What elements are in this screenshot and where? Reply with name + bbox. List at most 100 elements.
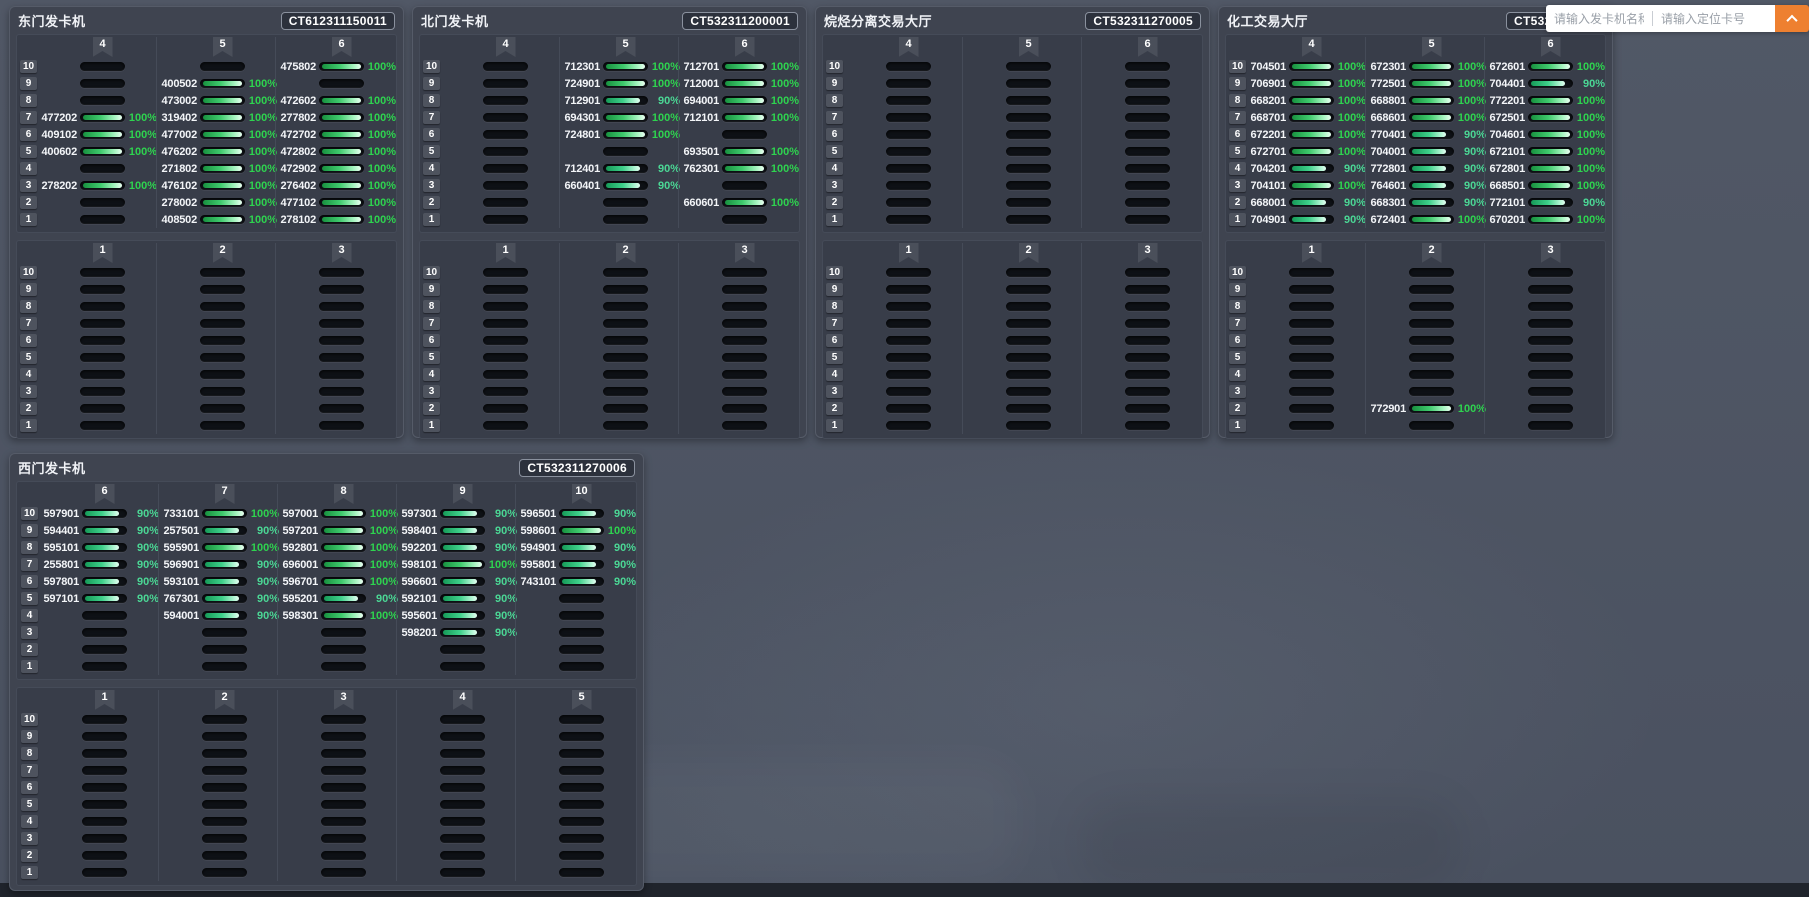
slot-row: 704601 100%	[1485, 126, 1605, 143]
row-number-badge: 5	[21, 798, 38, 811]
row-number-badge: 4	[826, 368, 843, 381]
slot-bar	[440, 834, 485, 843]
bottom-panel-row: 西门发卡机 CT532311270006 10 9 8 7 6 5 4 3 2 1 6 597901 9…	[9, 453, 644, 891]
dispenser-panel: 北门发卡机 CT532311200001 10 9 8 7 6 5 4 3 2 1 4 5 712301…	[412, 6, 807, 439]
fill-percent: 90%	[375, 592, 398, 605]
slot-row: 704201 90%	[1246, 160, 1366, 177]
row-number-badge: 5	[21, 592, 38, 605]
slot-row	[1485, 383, 1603, 400]
slot-bar	[1528, 421, 1573, 430]
slot-row	[159, 830, 277, 847]
slot-row: 724901 100%	[560, 75, 680, 92]
fill-percent: 90%	[613, 541, 636, 554]
slot-bar	[1528, 147, 1573, 156]
collapse-button[interactable]	[1775, 5, 1809, 32]
slot-column: 5	[962, 37, 1081, 228]
slot-bar-fill	[1292, 217, 1327, 222]
slot-row	[679, 349, 797, 366]
slot-row: 704001 90%	[1366, 143, 1486, 160]
row-labels: 10 9 8 7 6 5 4 3 2 1	[423, 37, 440, 228]
slot-bar	[440, 526, 485, 535]
slot-bar	[1125, 198, 1170, 207]
slot-bar-fill	[83, 149, 122, 154]
card-id: 595801	[520, 558, 556, 571]
fill-percent: 100%	[1337, 77, 1366, 90]
slot-bar	[319, 164, 364, 173]
slot-column: 4 704501 100% 706901 100% 668201 100% 668701 100…	[1246, 37, 1366, 228]
slot-row	[1366, 417, 1484, 434]
locator-card-input[interactable]	[1653, 11, 1759, 26]
slot-row	[1485, 264, 1603, 281]
card-id: 594901	[520, 541, 556, 554]
slot-row: 472802 100%	[276, 143, 396, 160]
slot-bar-fill	[322, 166, 361, 171]
slot-bar	[483, 113, 528, 122]
fill-percent: 90%	[1463, 179, 1486, 192]
slot-row	[1082, 400, 1200, 417]
slot-row	[159, 847, 277, 864]
slot-row	[1366, 264, 1484, 281]
card-id: 595101	[43, 541, 79, 554]
card-id: 706901	[1250, 77, 1286, 90]
card-id: 704101	[1250, 179, 1286, 192]
slot-bar	[321, 834, 366, 843]
column-number-tag: 2	[212, 243, 233, 263]
slot-row	[1082, 160, 1200, 177]
slot-row	[440, 126, 559, 143]
slot-row	[159, 641, 277, 658]
slot-bar	[1528, 302, 1573, 311]
slot-bar	[440, 715, 485, 724]
slot-row	[843, 417, 962, 434]
slot-row	[1485, 332, 1603, 349]
slot-section: 10 9 8 7 6 5 4 3 2 1 1 2 3	[419, 240, 800, 439]
slot-bar-fill	[1412, 98, 1451, 103]
slot-row	[397, 728, 515, 745]
column-header-row: 4	[440, 37, 559, 58]
column-number-tag: 1	[94, 690, 115, 710]
slot-column: 4 477202 100% 409102 100% 400602 100% 278202 100…	[37, 37, 157, 228]
slot-row	[963, 92, 1081, 109]
slot-bar	[1409, 353, 1454, 362]
slot-bar	[82, 560, 127, 569]
card-id: 596701	[282, 575, 318, 588]
slot-bar	[82, 526, 127, 535]
slot-row	[276, 417, 394, 434]
slot-row	[440, 281, 559, 298]
row-number-badge: 1	[826, 419, 843, 432]
slot-row	[39, 728, 158, 745]
slot-row	[560, 264, 678, 281]
slot-section: 10 9 8 7 6 5 4 3 2 1 4 5 6	[822, 34, 1203, 233]
slot-row	[1246, 349, 1365, 366]
row-number-badge: 1	[21, 660, 38, 673]
fill-percent: 90%	[494, 524, 517, 537]
card-id: 476202	[161, 145, 197, 158]
slot-row: 693501 100%	[679, 143, 799, 160]
slot-row	[963, 281, 1081, 298]
dispenser-name-input[interactable]	[1546, 11, 1652, 26]
slot-row	[1082, 58, 1200, 75]
slot-row	[37, 194, 156, 211]
slot-column: 9 597301 90% 598401 90% 592201 90% 598101 100% 59…	[396, 484, 517, 675]
slot-row	[843, 349, 962, 366]
card-id: 278002	[161, 196, 197, 209]
slot-bar	[1125, 336, 1170, 345]
card-id: 409102	[41, 128, 77, 141]
row-number-badge: 10	[423, 60, 440, 73]
slot-bar	[722, 198, 767, 207]
slot-row	[1082, 383, 1200, 400]
panel-header: 西门发卡机 CT532311270006	[16, 454, 637, 481]
fill-percent: 100%	[128, 179, 157, 192]
card-id: 696001	[282, 558, 318, 571]
slot-bar	[1528, 387, 1573, 396]
card-id: 277802	[280, 111, 316, 124]
row-number-badge: 8	[20, 300, 37, 313]
slot-bar-fill	[205, 528, 240, 533]
fill-percent: 100%	[367, 111, 396, 124]
slot-bar	[722, 319, 767, 328]
row-number-badge: 2	[21, 849, 38, 862]
slot-bar	[1289, 147, 1334, 156]
slot-bar-fill	[324, 511, 363, 516]
slot-bar-fill	[725, 115, 764, 120]
card-id: 668801	[1370, 94, 1406, 107]
card-id: 672101	[1489, 145, 1525, 158]
